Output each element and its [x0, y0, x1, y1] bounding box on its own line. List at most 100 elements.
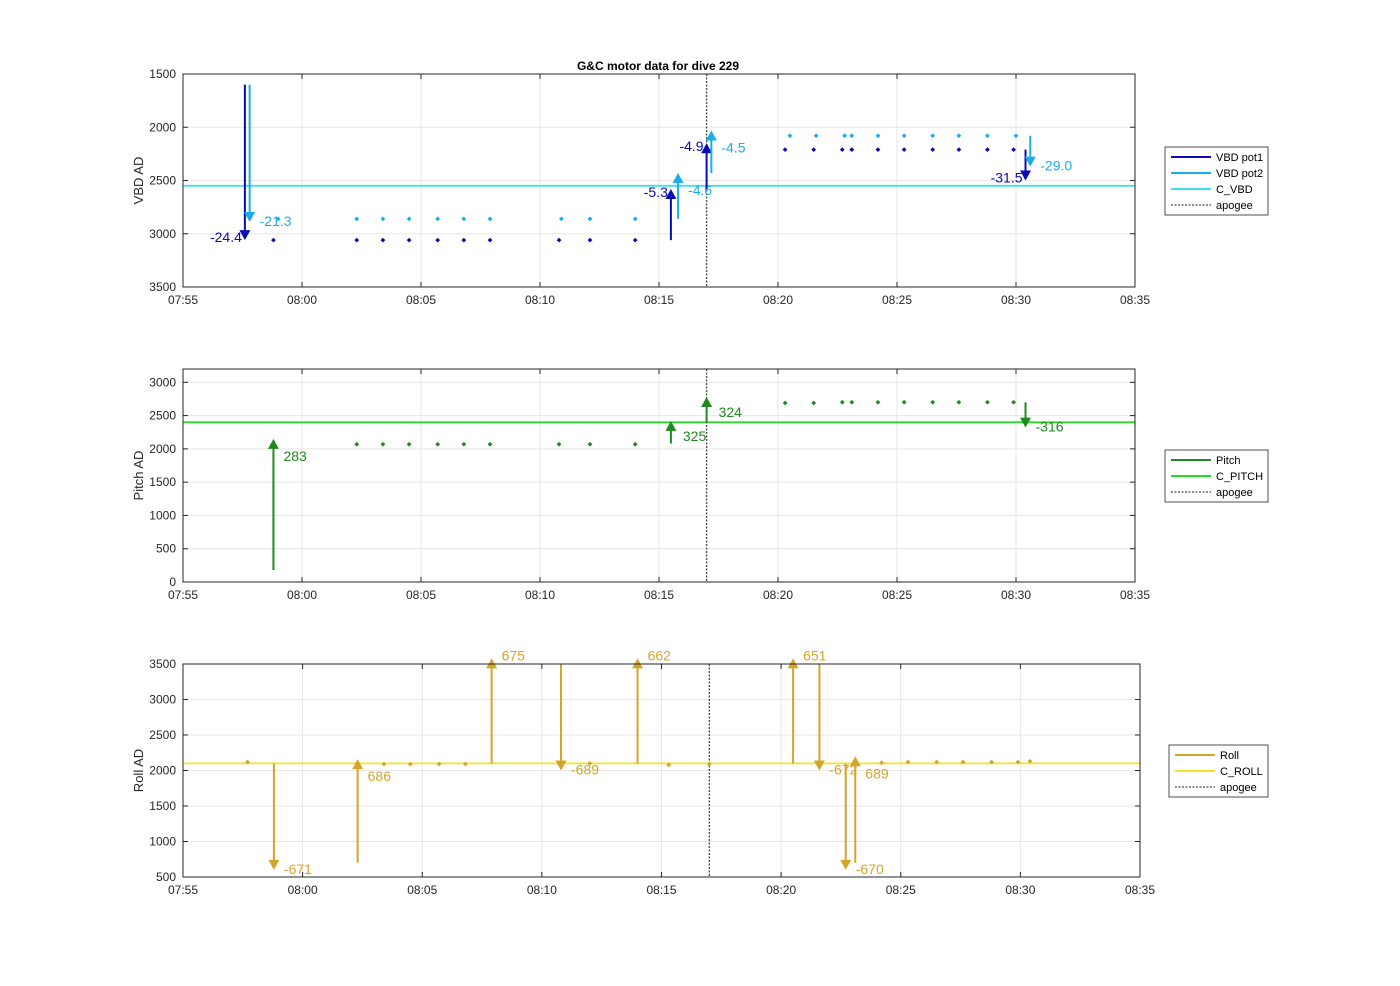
arrow-label: -4.9: [679, 138, 703, 154]
arrow-label: -671: [284, 861, 312, 877]
data-point: [380, 237, 386, 243]
y-tick-label: 1500: [149, 475, 176, 489]
x-tick-label: 07:55: [168, 588, 198, 602]
data-point: [556, 237, 562, 243]
arrow-head: [701, 143, 713, 154]
data-point: [985, 133, 990, 139]
arrow-head: [787, 658, 799, 669]
data-point: [587, 216, 593, 222]
arrow-label: 675: [502, 647, 526, 663]
data-point: [956, 133, 962, 139]
data-point: [930, 147, 936, 153]
y-tick-label: 2500: [149, 728, 176, 742]
data-point: [487, 216, 493, 222]
data-point: [666, 762, 672, 768]
arrow-head: [632, 658, 644, 669]
data-point: [275, 216, 281, 222]
arrow-label: 324: [719, 404, 743, 420]
legend-label: C_VBD: [1216, 184, 1253, 196]
arrow-head: [849, 756, 861, 767]
data-point: [849, 147, 855, 153]
x-tick-label: 08:15: [644, 588, 674, 602]
data-point: [245, 759, 250, 765]
data-point: [462, 761, 468, 767]
arrow-label: -316: [1036, 419, 1064, 435]
x-tick-label: 08:00: [287, 293, 317, 307]
arrow-head: [665, 420, 677, 431]
arrow-head: [486, 658, 498, 669]
data-point: [930, 399, 936, 405]
figure-title: G&C motor data for dive 229: [577, 59, 739, 73]
legend-label: VBD pot2: [1216, 168, 1263, 180]
data-point: [875, 399, 881, 405]
arrow-head: [239, 230, 251, 241]
arrow-head: [705, 130, 717, 141]
x-tick-label: 08:00: [287, 588, 317, 602]
data-point: [839, 399, 845, 405]
x-tick-label: 08:10: [527, 883, 557, 897]
data-point: [1011, 399, 1017, 405]
data-point: [787, 133, 793, 139]
x-tick-label: 08:35: [1120, 588, 1150, 602]
data-point: [901, 399, 907, 405]
data-point: [934, 759, 940, 765]
y-tick-label: 2000: [149, 120, 176, 134]
arrow-label: -5.3: [644, 184, 668, 200]
legend-label: C_ROLL: [1220, 766, 1263, 778]
data-point: [587, 761, 593, 766]
arrow-head: [352, 759, 364, 770]
data-point: [1015, 759, 1021, 765]
arrow-label: 283: [283, 448, 307, 464]
y-tick-label: 3000: [149, 375, 176, 389]
data-point: [849, 133, 855, 139]
arrow-label: -4.6: [688, 182, 712, 198]
y-tick-label: 500: [156, 542, 176, 556]
x-tick-label: 08:15: [646, 883, 676, 897]
data-point: [380, 216, 386, 222]
data-point: [985, 147, 990, 153]
data-point: [435, 237, 441, 243]
panel-2: 283 325 324 -316 07:55 08:00 08:05 08:10 08:15 08…: [131, 368, 1269, 602]
legend-label: Pitch: [1216, 455, 1240, 467]
arrow-label: -24.4: [210, 229, 242, 245]
data-point: [901, 133, 907, 139]
arrow-head: [267, 438, 279, 449]
axes-layer: -24.4 -21.3 -5.3 -4.6 -4.9 -4.5 -31.5 -29.0 07:5…: [131, 67, 1269, 897]
x-tick-label: 08:20: [763, 293, 793, 307]
x-tick-label: 08:20: [763, 588, 793, 602]
arrow-label: -21.3: [260, 213, 292, 229]
data-point: [875, 147, 881, 153]
data-point: [706, 761, 712, 767]
data-point: [930, 133, 936, 139]
arrow-label: -29.0: [1040, 158, 1072, 174]
x-tick-label: 08:35: [1120, 293, 1150, 307]
data-point: [271, 237, 276, 243]
arrow-head: [701, 396, 713, 407]
arrow-head: [244, 212, 256, 223]
data-point: [956, 399, 962, 405]
y-axis-label: Pitch AD: [131, 451, 146, 501]
y-tick-label: 1000: [149, 508, 176, 522]
data-point: [487, 237, 493, 243]
data-point: [1013, 133, 1019, 139]
data-point: [849, 399, 855, 405]
data-point: [406, 216, 412, 222]
data-point: [782, 147, 788, 153]
x-tick-label: 08:25: [882, 588, 912, 602]
arrow-head: [813, 760, 825, 771]
data-point: [354, 237, 360, 243]
x-tick-label: 08:30: [1001, 293, 1031, 307]
data-point: [632, 216, 638, 222]
legend-label: C_PITCH: [1216, 471, 1263, 483]
x-tick-label: 08:05: [406, 293, 436, 307]
x-tick-label: 08:10: [525, 293, 555, 307]
y-tick-label: 0: [169, 575, 176, 589]
data-point: [842, 133, 848, 139]
legend-label: apogee: [1216, 200, 1253, 212]
data-point: [1011, 147, 1017, 153]
arrow-head: [555, 760, 567, 771]
x-tick-label: 08:05: [407, 883, 437, 897]
